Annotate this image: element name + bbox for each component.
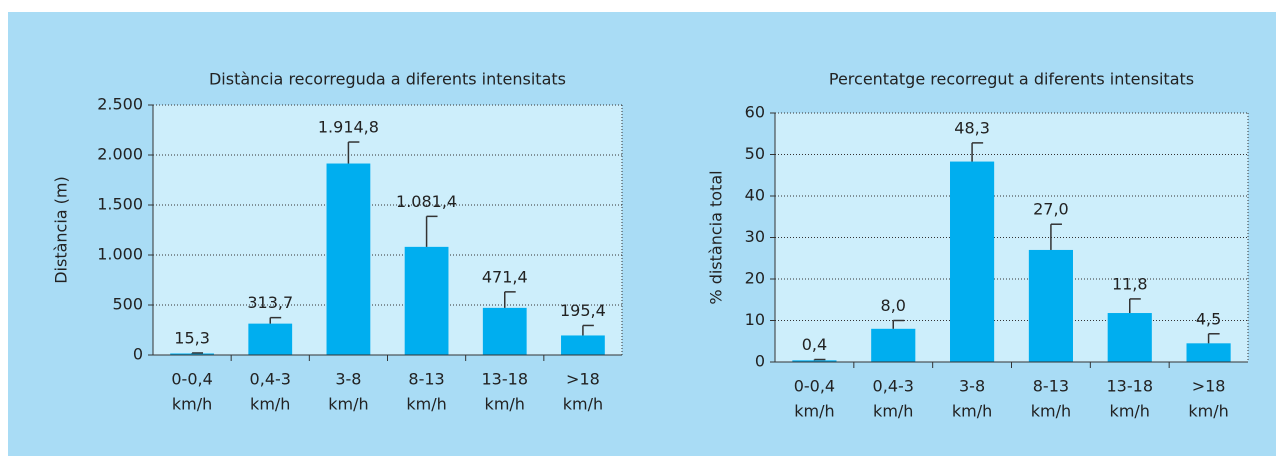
x-tick-label: 13-18 xyxy=(1107,377,1154,396)
value-label: 27,0 xyxy=(1033,200,1069,219)
y-tick-label: 50 xyxy=(745,144,765,163)
x-tick-label: 3-8 xyxy=(959,377,985,396)
x-tick-label: >18 xyxy=(566,370,600,389)
value-label: 1.914,8 xyxy=(318,118,379,137)
x-tick-label: 13-18 xyxy=(482,370,529,389)
x-tick-label: km/h xyxy=(328,395,368,414)
bar xyxy=(1028,249,1073,362)
value-label: 48,3 xyxy=(954,118,990,137)
x-tick-label: >18 xyxy=(1192,377,1226,396)
x-tick-label: km/h xyxy=(1188,402,1228,421)
x-tick-label: km/h xyxy=(952,402,992,421)
bar xyxy=(950,161,995,362)
y-tick-label: 0 xyxy=(755,352,765,371)
x-tick-label: 8-13 xyxy=(1033,377,1069,396)
y-tick-label: 40 xyxy=(745,186,765,205)
value-label: 8,0 xyxy=(881,296,906,315)
value-label: 471,4 xyxy=(482,267,528,286)
plot-area xyxy=(153,105,622,355)
y-tick-label: 1.000 xyxy=(97,245,143,264)
x-tick-label: 0-0,4 xyxy=(794,377,835,396)
y-axis-label: % distància total xyxy=(707,170,726,304)
y-tick-label: 2.000 xyxy=(97,145,143,164)
value-label: 313,7 xyxy=(247,293,293,312)
bar xyxy=(170,353,214,355)
x-tick-label: km/h xyxy=(1031,402,1071,421)
chart-title: Percentatge recorregut a diferents inten… xyxy=(829,70,1194,89)
value-label: 15,3 xyxy=(174,328,210,347)
x-tick-label: 3-8 xyxy=(335,370,361,389)
bar xyxy=(248,323,293,355)
bar xyxy=(1107,313,1152,362)
bar xyxy=(482,307,527,355)
value-label: 11,8 xyxy=(1112,274,1148,293)
y-tick-label: 20 xyxy=(745,269,765,288)
x-tick-label: 0,4-3 xyxy=(873,377,914,396)
value-label: 195,4 xyxy=(560,301,606,320)
x-tick-label: 0-0,4 xyxy=(171,370,212,389)
value-label: 4,5 xyxy=(1196,309,1221,328)
x-tick-label: km/h xyxy=(1110,402,1150,421)
x-tick-label: 0,4-3 xyxy=(250,370,291,389)
x-tick-label: km/h xyxy=(563,395,603,414)
x-tick-label: km/h xyxy=(485,395,525,414)
bar xyxy=(561,335,605,355)
y-tick-label: 500 xyxy=(112,295,143,314)
y-tick-label: 10 xyxy=(745,310,765,329)
y-tick-label: 30 xyxy=(745,227,765,246)
y-tick-label: 2.500 xyxy=(97,95,143,114)
y-tick-label: 1.500 xyxy=(97,195,143,214)
y-axis-label: Distància (m) xyxy=(52,176,71,284)
bar xyxy=(1186,343,1231,362)
value-label: 0,4 xyxy=(802,335,827,354)
x-tick-label: km/h xyxy=(250,395,290,414)
x-tick-label: km/h xyxy=(873,402,913,421)
y-tick-label: 60 xyxy=(745,103,765,122)
value-label: 1.081,4 xyxy=(396,192,457,211)
bar xyxy=(871,328,916,362)
bar xyxy=(404,246,449,355)
bar xyxy=(326,163,371,355)
x-tick-label: 8-13 xyxy=(408,370,444,389)
x-tick-label: km/h xyxy=(406,395,446,414)
chart-title: Distància recorreguda a diferents intens… xyxy=(209,70,566,89)
x-tick-label: km/h xyxy=(794,402,834,421)
bar xyxy=(792,360,837,362)
x-tick-label: km/h xyxy=(172,395,212,414)
y-tick-label: 0 xyxy=(133,345,143,364)
